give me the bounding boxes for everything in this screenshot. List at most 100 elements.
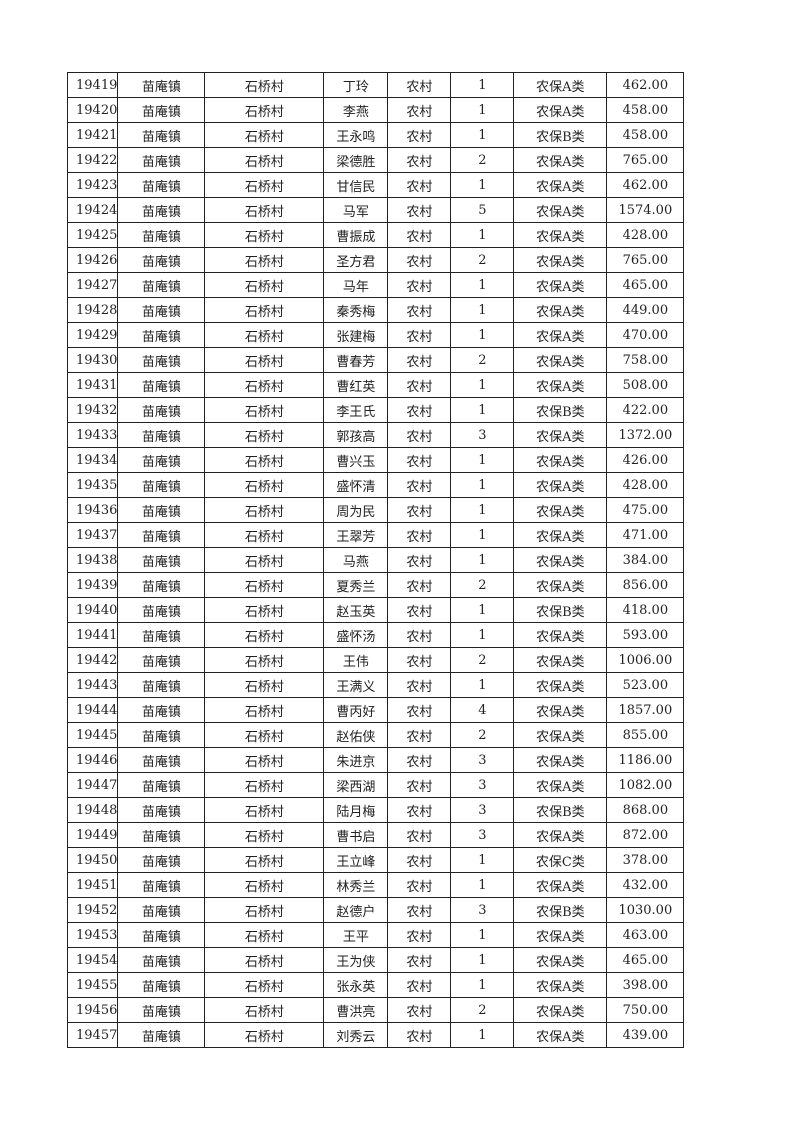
name-cell: 刘秀云 <box>323 1022 389 1048</box>
name-cell: 曹丙好 <box>323 697 389 723</box>
area-type-cell: 农村 <box>387 622 452 648</box>
insurance-category-cell: 农保A类 <box>513 347 608 373</box>
insurance-category-cell: 农保A类 <box>513 172 608 198</box>
amount-cell: 465.00 <box>606 947 685 973</box>
insurance-category-cell: 农保A类 <box>513 497 608 523</box>
area-type-cell: 农村 <box>387 447 452 473</box>
table-row: 19446 苗庵镇 石桥村 朱进京 农村 3 农保A类 1186.00 <box>66 747 685 773</box>
insurance-category-cell: 农保C类 <box>513 847 608 873</box>
insurance-category-cell: 农保A类 <box>513 222 608 248</box>
area-type-cell: 农村 <box>387 972 452 998</box>
amount-cell: 426.00 <box>606 447 685 473</box>
village-cell: 石桥村 <box>204 647 325 673</box>
town-cell: 苗庵镇 <box>117 922 206 948</box>
insurance-category-cell: 农保A类 <box>513 97 608 123</box>
table-row: 19419 苗庵镇 石桥村 丁玲 农村 1 农保A类 462.00 <box>66 72 685 98</box>
town-cell: 苗庵镇 <box>117 622 206 648</box>
area-type-cell: 农村 <box>387 997 452 1023</box>
name-cell: 李燕 <box>323 97 389 123</box>
town-cell: 苗庵镇 <box>117 247 206 273</box>
village-cell: 石桥村 <box>204 872 325 898</box>
village-cell: 石桥村 <box>204 122 325 148</box>
name-cell: 王满义 <box>323 672 389 698</box>
household-count-cell: 1 <box>450 922 515 948</box>
area-type-cell: 农村 <box>387 947 452 973</box>
village-cell: 石桥村 <box>204 497 325 523</box>
village-cell: 石桥村 <box>204 747 325 773</box>
name-cell: 马军 <box>323 197 389 223</box>
name-cell: 林秀兰 <box>323 872 389 898</box>
town-cell: 苗庵镇 <box>117 122 206 148</box>
insurance-category-cell: 农保B类 <box>513 897 608 923</box>
area-type-cell: 农村 <box>387 872 452 898</box>
table-row: 19423 苗庵镇 石桥村 甘信民 农村 1 农保A类 462.00 <box>66 172 685 198</box>
table-row: 19434 苗庵镇 石桥村 曹兴玉 农村 1 农保A类 426.00 <box>66 447 685 473</box>
record-id-cell: 19421 <box>66 122 119 148</box>
area-type-cell: 农村 <box>387 147 452 173</box>
name-cell: 曹洪亮 <box>323 997 389 1023</box>
village-cell: 石桥村 <box>204 447 325 473</box>
record-id-cell: 19432 <box>66 397 119 423</box>
table-row: 19433 苗庵镇 石桥村 郭孩高 农村 3 农保A类 1372.00 <box>66 422 685 448</box>
household-count-cell: 1 <box>450 297 515 323</box>
town-cell: 苗庵镇 <box>117 747 206 773</box>
table-row: 19428 苗庵镇 石桥村 秦秀梅 农村 1 农保A类 449.00 <box>66 297 685 323</box>
record-id-cell: 19437 <box>66 522 119 548</box>
town-cell: 苗庵镇 <box>117 347 206 373</box>
area-type-cell: 农村 <box>387 922 452 948</box>
household-count-cell: 1 <box>450 497 515 523</box>
household-count-cell: 1 <box>450 322 515 348</box>
name-cell: 夏秀兰 <box>323 572 389 598</box>
village-cell: 石桥村 <box>204 272 325 298</box>
record-id-cell: 19433 <box>66 422 119 448</box>
amount-cell: 432.00 <box>606 872 685 898</box>
household-count-cell: 1 <box>450 622 515 648</box>
area-type-cell: 农村 <box>387 722 452 748</box>
record-id-cell: 19439 <box>66 572 119 598</box>
insurance-category-cell: 农保A类 <box>513 747 608 773</box>
amount-cell: 868.00 <box>606 797 685 823</box>
insurance-category-cell: 农保A类 <box>513 572 608 598</box>
name-cell: 盛怀汤 <box>323 622 389 648</box>
amount-cell: 462.00 <box>606 72 685 98</box>
amount-cell: 475.00 <box>606 497 685 523</box>
town-cell: 苗庵镇 <box>117 797 206 823</box>
record-id-cell: 19440 <box>66 597 119 623</box>
record-id-cell: 19452 <box>66 897 119 923</box>
town-cell: 苗庵镇 <box>117 822 206 848</box>
table-row: 19437 苗庵镇 石桥村 王翠芳 农村 1 农保A类 471.00 <box>66 522 685 548</box>
village-cell: 石桥村 <box>204 897 325 923</box>
insurance-category-cell: 农保A类 <box>513 472 608 498</box>
household-count-cell: 1 <box>450 122 515 148</box>
table-row: 19453 苗庵镇 石桥村 王平 农村 1 农保A类 463.00 <box>66 922 685 948</box>
insurance-category-cell: 农保A类 <box>513 372 608 398</box>
insurance-category-cell: 农保A类 <box>513 247 608 273</box>
name-cell: 曹书启 <box>323 822 389 848</box>
town-cell: 苗庵镇 <box>117 297 206 323</box>
table-row: 19439 苗庵镇 石桥村 夏秀兰 农村 2 农保A类 856.00 <box>66 572 685 598</box>
town-cell: 苗庵镇 <box>117 172 206 198</box>
town-cell: 苗庵镇 <box>117 397 206 423</box>
town-cell: 苗庵镇 <box>117 72 206 98</box>
table-row: 19426 苗庵镇 石桥村 圣方君 农村 2 农保A类 765.00 <box>66 247 685 273</box>
town-cell: 苗庵镇 <box>117 672 206 698</box>
town-cell: 苗庵镇 <box>117 472 206 498</box>
table-row: 19450 苗庵镇 石桥村 王立峰 农村 1 农保C类 378.00 <box>66 847 685 873</box>
table-row: 19455 苗庵镇 石桥村 张永英 农村 1 农保A类 398.00 <box>66 972 685 998</box>
amount-cell: 1186.00 <box>606 747 685 773</box>
village-cell: 石桥村 <box>204 172 325 198</box>
amount-cell: 872.00 <box>606 822 685 848</box>
town-cell: 苗庵镇 <box>117 97 206 123</box>
area-type-cell: 农村 <box>387 472 452 498</box>
town-cell: 苗庵镇 <box>117 322 206 348</box>
table-row: 19438 苗庵镇 石桥村 马燕 农村 1 农保A类 384.00 <box>66 547 685 573</box>
household-count-cell: 1 <box>450 1022 515 1048</box>
household-count-cell: 3 <box>450 747 515 773</box>
name-cell: 曹红英 <box>323 372 389 398</box>
area-type-cell: 农村 <box>387 672 452 698</box>
amount-cell: 378.00 <box>606 847 685 873</box>
household-count-cell: 3 <box>450 897 515 923</box>
village-cell: 石桥村 <box>204 947 325 973</box>
area-type-cell: 农村 <box>387 547 452 573</box>
record-id-cell: 19429 <box>66 322 119 348</box>
